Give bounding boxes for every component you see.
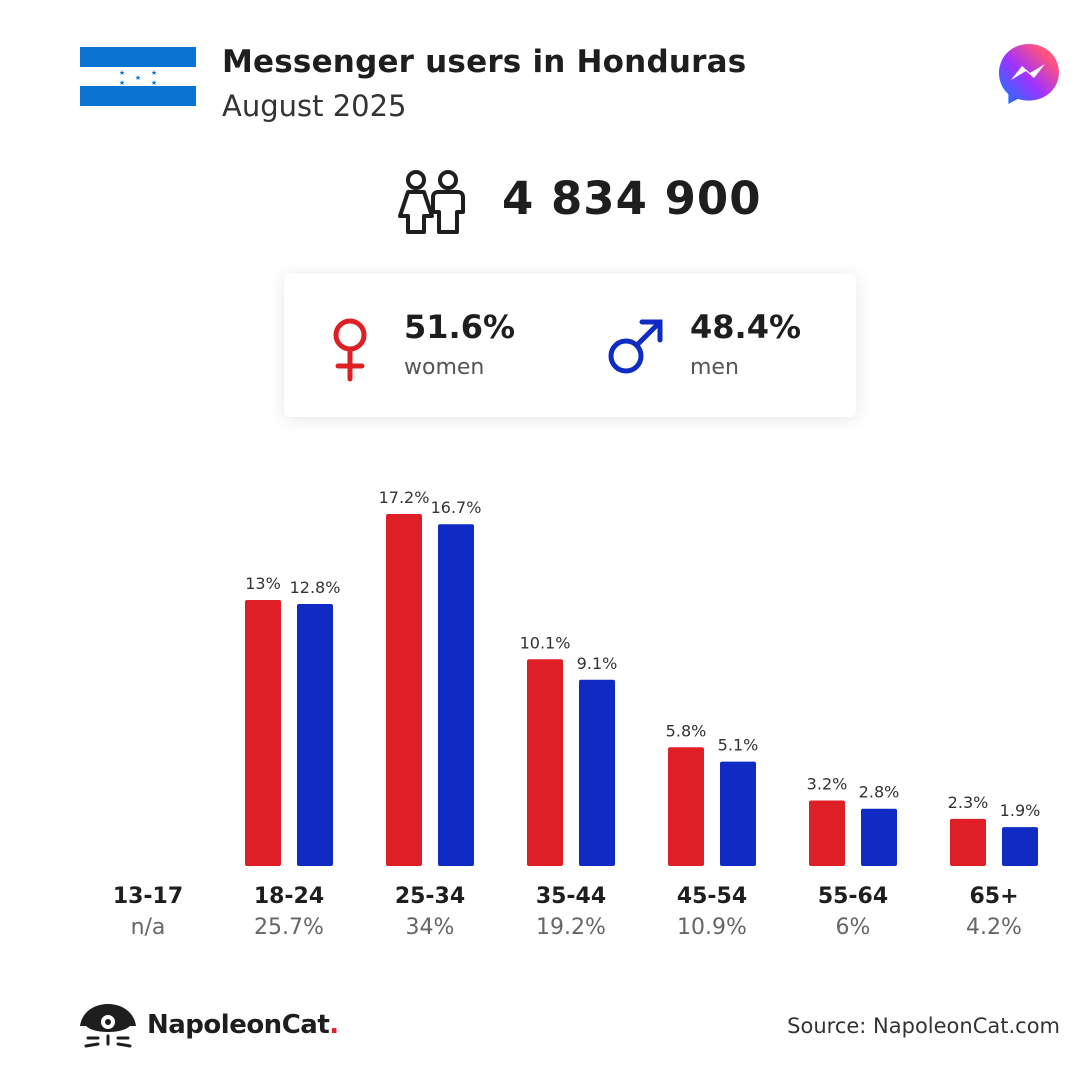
female-symbol-icon: [333, 318, 367, 382]
men-percentage: 48.4%: [690, 308, 802, 346]
age-gender-bar-chart: 13% 12.8% 17.2%16.7% 10.1% 9.1% 5.8% 5.1% 3.2% 2…: [245, 488, 1041, 866]
bar-label-women-35-44: 10.1%: [520, 633, 571, 652]
age-group-share: 19.2%: [536, 915, 606, 940]
bar-women-55-64: [809, 800, 845, 866]
brand-name: NapoleonCat.: [147, 1010, 339, 1040]
users-icon: [398, 170, 465, 234]
gender-split-card: 51.6% women 48.4% men: [284, 274, 856, 417]
women-percentage: 51.6%: [404, 308, 516, 346]
bar-label-men-45-54: 5.1%: [718, 736, 759, 755]
men-label: men: [690, 355, 739, 380]
bar-women-65+: [950, 818, 986, 866]
age-group-55-64: 55-64 6%: [783, 884, 923, 940]
age-group-share: 4.2%: [966, 915, 1022, 940]
bar-label-women-25-34: 17.2%: [379, 488, 430, 507]
bar-men-25-34: [438, 524, 474, 866]
age-group-share: 34%: [405, 915, 455, 940]
bar-label-women-55-64: 3.2%: [807, 775, 848, 794]
age-group-share: 6%: [835, 915, 871, 940]
age-group-share: 10.9%: [677, 915, 747, 940]
male-symbol-icon: [608, 319, 663, 374]
women-label: women: [404, 355, 485, 380]
honduras-flag-icon: ★ ★ ★ ★ ★: [80, 47, 196, 106]
age-group-name: 35-44: [535, 884, 607, 909]
age-group-18-24: 18-24 25.7%: [219, 884, 359, 940]
age-group-name: 45-54: [676, 884, 748, 909]
bar-label-men-25-34: 16.7%: [431, 498, 482, 517]
svg-text:★: ★: [151, 69, 157, 77]
age-group-name: 18-24: [253, 884, 325, 909]
bar-men-35-44: [579, 679, 615, 866]
age-group-45-54: 45-54 10.9%: [642, 884, 782, 940]
bar-women-45-54: [668, 747, 704, 866]
messenger-logo-icon: [999, 44, 1059, 104]
age-group-name: 13-17: [112, 884, 184, 909]
source-text: Source: NapoleonCat.com: [787, 1014, 1060, 1038]
svg-text:★: ★: [151, 79, 157, 87]
bar-label-women-65+: 2.3%: [948, 793, 989, 812]
napoleoncat-logo-icon: [80, 1004, 136, 1048]
age-group-65+: 65+ 4.2%: [924, 884, 1064, 940]
bar-men-55-64: [861, 808, 897, 866]
bar-women-18-24: [245, 599, 281, 866]
bar-men-65+: [1002, 827, 1038, 866]
age-group-13-17: 13-17 n/a: [78, 884, 218, 940]
bar-label-men-18-24: 12.8%: [290, 578, 341, 597]
age-group-labels: 13-17 n/a 18-24 25.7% 25-34 34% 35-44 19.2% 45-5…: [0, 884, 1080, 944]
bar-label-men-65+: 1.9%: [1000, 801, 1041, 820]
age-group-25-34: 25-34 34%: [360, 884, 500, 940]
bar-label-women-18-24: 13%: [245, 574, 281, 593]
age-group-share: n/a: [130, 915, 166, 940]
age-group-name: 55-64: [817, 884, 889, 909]
svg-text:★: ★: [119, 69, 125, 77]
bar-label-men-35-44: 9.1%: [577, 654, 618, 673]
age-group-name: 65+: [969, 884, 1019, 909]
age-group-35-44: 35-44 19.2%: [501, 884, 641, 940]
bar-women-35-44: [527, 659, 563, 866]
age-group-share: 25.7%: [254, 915, 324, 940]
bar-label-men-55-64: 2.8%: [859, 783, 900, 802]
bar-label-women-45-54: 5.8%: [666, 721, 707, 740]
bar-men-45-54: [720, 761, 756, 866]
bar-men-18-24: [297, 604, 333, 866]
bar-women-25-34: [386, 514, 422, 866]
svg-text:★: ★: [119, 79, 125, 87]
age-group-name: 25-34: [394, 884, 466, 909]
total-users-value: 4 834 900: [502, 172, 762, 225]
page-title: Messenger users in Honduras: [222, 44, 747, 80]
page-subtitle: August 2025: [222, 89, 407, 123]
svg-text:★: ★: [135, 74, 141, 82]
